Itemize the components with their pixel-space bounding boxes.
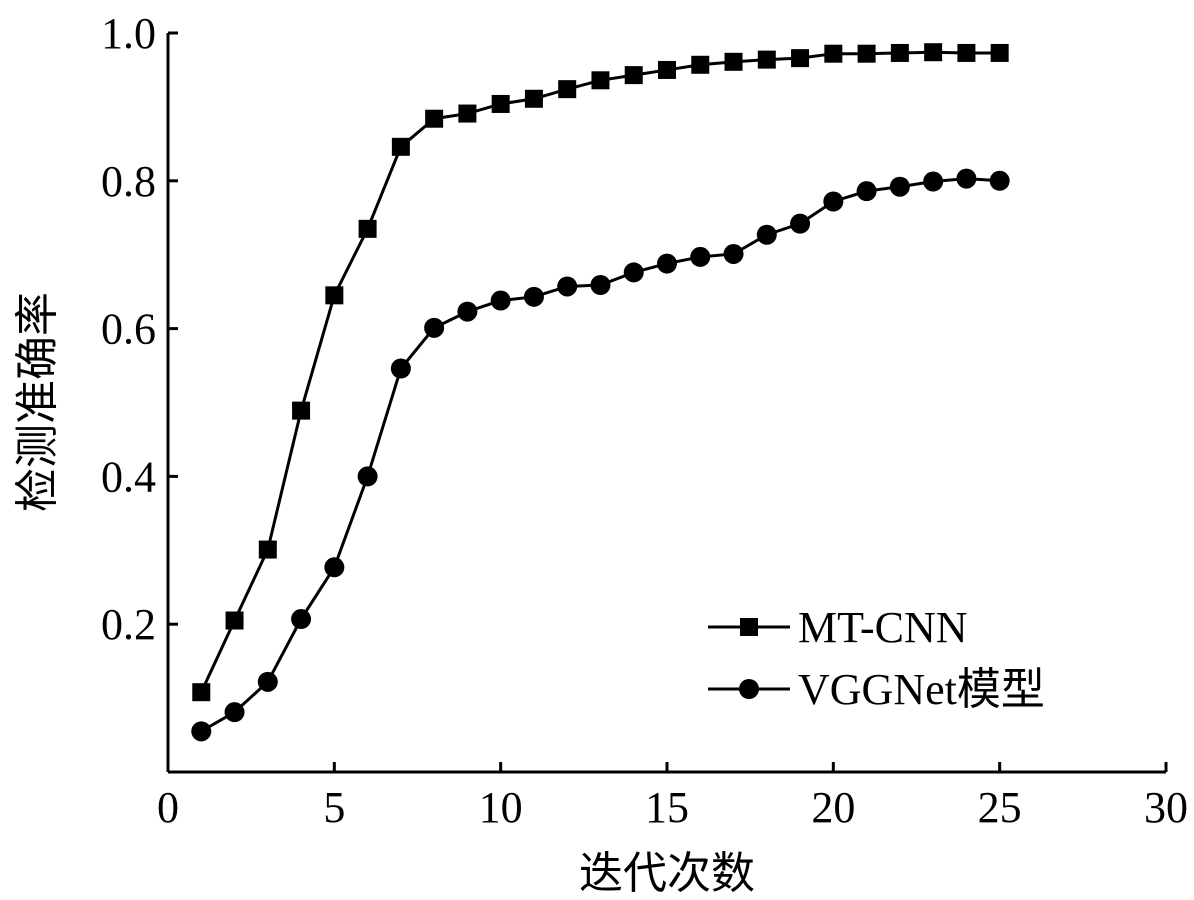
data-point — [723, 243, 744, 264]
data-point — [824, 44, 843, 63]
x-tick-label: 0 — [157, 783, 179, 832]
x-tick-label: 25 — [978, 783, 1022, 832]
data-point — [458, 104, 477, 123]
data-point — [890, 43, 909, 62]
data-point — [557, 276, 578, 297]
data-point — [491, 94, 510, 113]
data-point — [425, 109, 444, 128]
data-point — [192, 683, 211, 702]
series-vggnet — [191, 168, 1010, 742]
x-tick-label: 5 — [323, 783, 345, 832]
data-point — [923, 171, 944, 192]
legend-marker — [739, 679, 759, 699]
data-point — [956, 168, 977, 189]
data-point — [823, 191, 844, 212]
data-point — [292, 401, 311, 420]
data-point — [258, 540, 277, 559]
data-point — [524, 89, 543, 108]
series-group — [191, 43, 1010, 742]
data-point — [623, 262, 644, 283]
data-point — [757, 50, 776, 69]
data-point — [357, 466, 378, 487]
data-point — [591, 71, 610, 90]
data-point — [924, 43, 943, 62]
data-point — [657, 253, 677, 274]
x-tick-label: 30 — [1144, 783, 1188, 832]
data-point — [957, 43, 976, 62]
data-point — [989, 170, 1010, 191]
data-point — [791, 49, 810, 68]
data-point — [291, 609, 312, 630]
y-tick-label: 0.6 — [101, 305, 156, 354]
data-point — [523, 286, 544, 307]
data-point — [424, 317, 445, 338]
data-point — [257, 671, 278, 692]
data-point — [790, 213, 811, 234]
data-point — [224, 702, 245, 723]
data-point — [756, 224, 777, 245]
axes: 0 5 10 15 20 25 30 0.2 0.4 0.6 0.8 1.0 — [101, 9, 1188, 832]
series-mt-cnn — [192, 43, 1009, 702]
data-point — [856, 181, 877, 202]
data-point — [457, 301, 478, 322]
data-point — [691, 55, 710, 74]
data-point — [558, 80, 577, 99]
y-tick-label: 1.0 — [101, 9, 156, 58]
data-point — [724, 52, 743, 71]
y-tick-label: 0.2 — [101, 600, 156, 649]
data-point — [658, 60, 676, 79]
x-tick-label: 10 — [479, 783, 523, 832]
data-point — [624, 66, 643, 85]
data-point — [857, 44, 876, 63]
data-point — [390, 358, 411, 379]
data-point — [324, 557, 345, 578]
x-tick-label: 15 — [645, 783, 689, 832]
x-axis-label: 迭代次数 — [579, 849, 755, 898]
data-point — [590, 274, 611, 295]
data-point — [325, 286, 344, 305]
data-point — [889, 176, 910, 197]
data-point — [690, 246, 711, 267]
data-point — [391, 137, 410, 156]
x-tick-label: 20 — [811, 783, 855, 832]
data-point — [358, 219, 377, 238]
legend-marker — [740, 618, 758, 636]
legend: MT-CNN VGGNet模型 — [708, 603, 1045, 714]
legend-label: VGGNet模型 — [798, 665, 1045, 714]
y-tick-label: 0.8 — [101, 157, 156, 206]
data-point — [990, 43, 1009, 62]
series-line — [199, 50, 1000, 693]
legend-label: MT-CNN — [798, 603, 968, 652]
data-point — [191, 721, 212, 742]
data-point — [490, 290, 511, 311]
data-point — [225, 611, 244, 630]
y-tick-label: 0.4 — [101, 452, 156, 501]
y-axis-label: 检测准确率 — [13, 292, 62, 512]
